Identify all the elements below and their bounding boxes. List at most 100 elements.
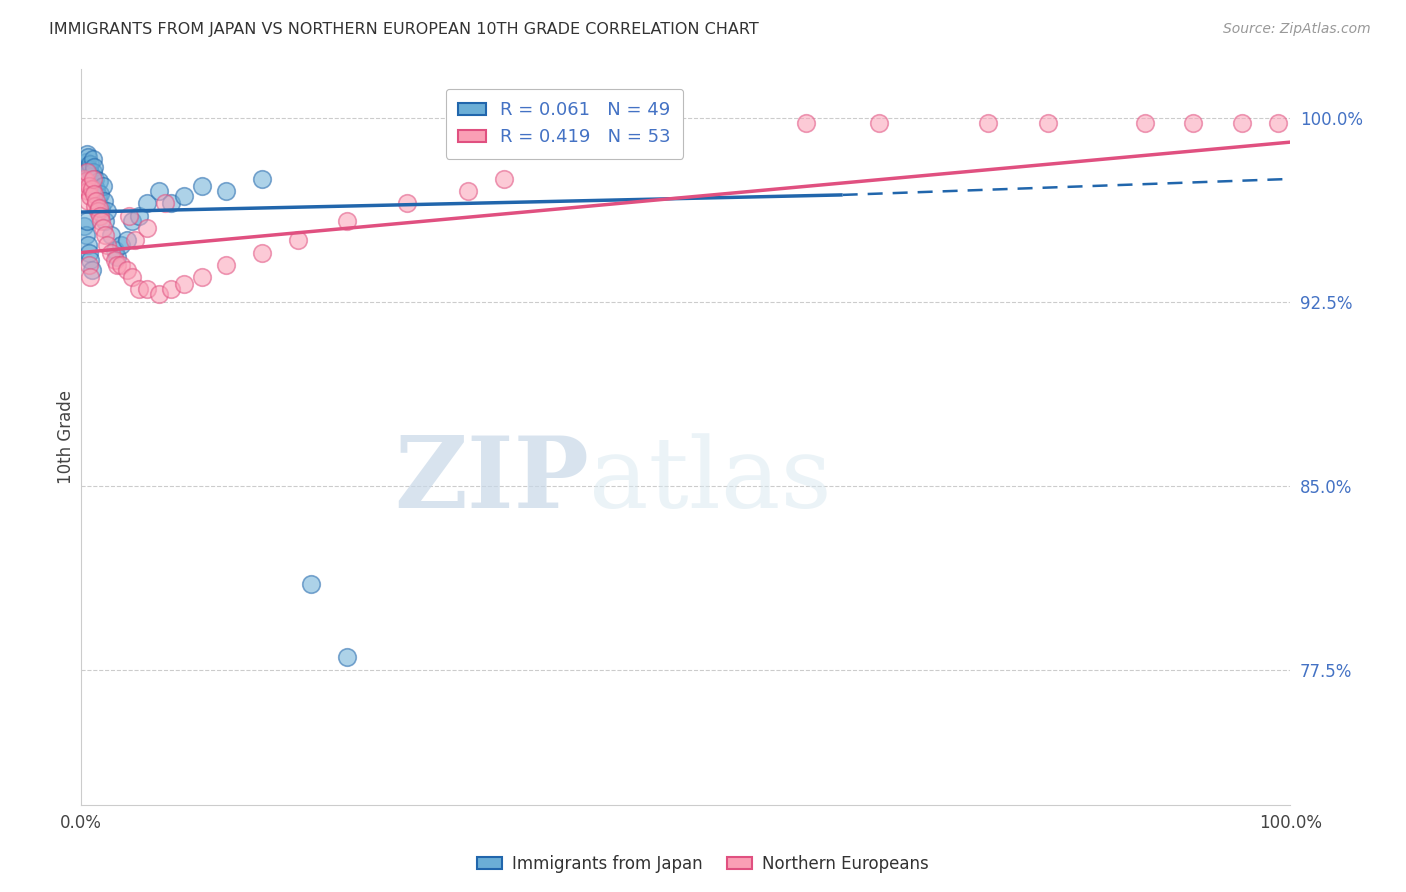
Point (1230, 115, 1253, 129)
Point (79, 189, 101, 203)
Point (121, 270, 143, 285)
Point (136, 196, 159, 211)
Point (215, 184, 238, 198)
Point (82, 164, 104, 178)
Point (91, 221, 114, 235)
Point (80, 169, 103, 184)
Point (73, 160, 96, 174)
Point (1038, 115, 1060, 129)
Point (1267, 115, 1289, 129)
Point (96, 238, 118, 252)
Point (160, 196, 183, 211)
Point (299, 577, 322, 591)
Point (83, 186, 105, 201)
Legend: R = 0.061   N = 49, R = 0.419   N = 53: R = 0.061 N = 49, R = 0.419 N = 53 (446, 88, 683, 159)
Point (457, 184, 479, 198)
Point (155, 196, 177, 211)
Point (77, 245, 100, 260)
Point (77, 184, 100, 198)
Point (77, 150, 100, 164)
Point (77, 162, 100, 177)
Point (90, 213, 112, 227)
Point (105, 251, 128, 265)
Point (89, 186, 111, 201)
Point (93, 194, 115, 208)
Point (75, 228, 97, 243)
Point (136, 282, 159, 296)
Point (80, 262, 103, 277)
Point (121, 213, 143, 227)
Point (136, 221, 159, 235)
Point (89, 209, 111, 223)
Point (91, 179, 114, 194)
Point (124, 233, 146, 247)
Point (868, 115, 890, 129)
Point (76, 164, 98, 178)
Point (396, 196, 419, 211)
Text: Source: ZipAtlas.com: Source: ZipAtlas.com (1223, 22, 1371, 37)
Point (79, 252, 101, 267)
Point (87, 174, 110, 188)
Point (84, 199, 107, 213)
Point (336, 650, 359, 665)
Point (94, 228, 117, 243)
Point (118, 209, 141, 223)
Point (86, 203, 108, 218)
Point (72, 179, 94, 194)
Point (84, 172, 107, 186)
Point (173, 189, 195, 203)
Text: ZIP: ZIP (394, 433, 589, 529)
Y-axis label: 10th Grade: 10th Grade (58, 390, 75, 483)
Point (77, 179, 100, 194)
Point (77, 238, 100, 252)
Point (76, 164, 98, 178)
Point (250, 245, 273, 260)
Point (90, 202, 112, 216)
Point (75, 154, 97, 169)
Point (96, 203, 118, 218)
Point (76, 213, 98, 227)
Point (86, 194, 108, 208)
Point (79, 270, 101, 285)
Point (105, 258, 128, 272)
Point (1182, 115, 1205, 129)
Point (75, 169, 97, 184)
Point (77, 194, 100, 208)
Point (128, 282, 150, 296)
Point (77, 172, 100, 186)
Point (160, 282, 183, 296)
Point (215, 258, 238, 272)
Point (148, 287, 170, 301)
Text: atlas: atlas (589, 433, 831, 529)
Point (190, 270, 212, 285)
Point (79, 177, 101, 191)
Point (86, 182, 108, 196)
Point (82, 153, 104, 167)
Point (87, 202, 110, 216)
Point (148, 184, 170, 198)
Point (100, 228, 122, 243)
Point (128, 209, 150, 223)
Text: IMMIGRANTS FROM JAPAN VS NORTHERN EUROPEAN 10TH GRADE CORRELATION CHART: IMMIGRANTS FROM JAPAN VS NORTHERN EUROPE… (49, 22, 759, 37)
Point (110, 238, 132, 252)
Point (796, 115, 818, 129)
Point (287, 233, 309, 247)
Point (79, 157, 101, 171)
Point (77, 258, 100, 272)
Point (115, 233, 138, 247)
Point (73, 219, 96, 233)
Point (94, 213, 117, 227)
Point (492, 172, 515, 186)
Legend: Immigrants from Japan, Northern Europeans: Immigrants from Japan, Northern European… (470, 848, 936, 880)
Point (82, 172, 104, 186)
Point (173, 277, 195, 292)
Point (104, 243, 127, 257)
Point (77, 167, 100, 181)
Point (1133, 115, 1156, 129)
Point (72, 164, 94, 178)
Point (104, 252, 127, 267)
Point (190, 179, 212, 194)
Point (110, 258, 132, 272)
Point (250, 172, 273, 186)
Point (75, 174, 97, 188)
